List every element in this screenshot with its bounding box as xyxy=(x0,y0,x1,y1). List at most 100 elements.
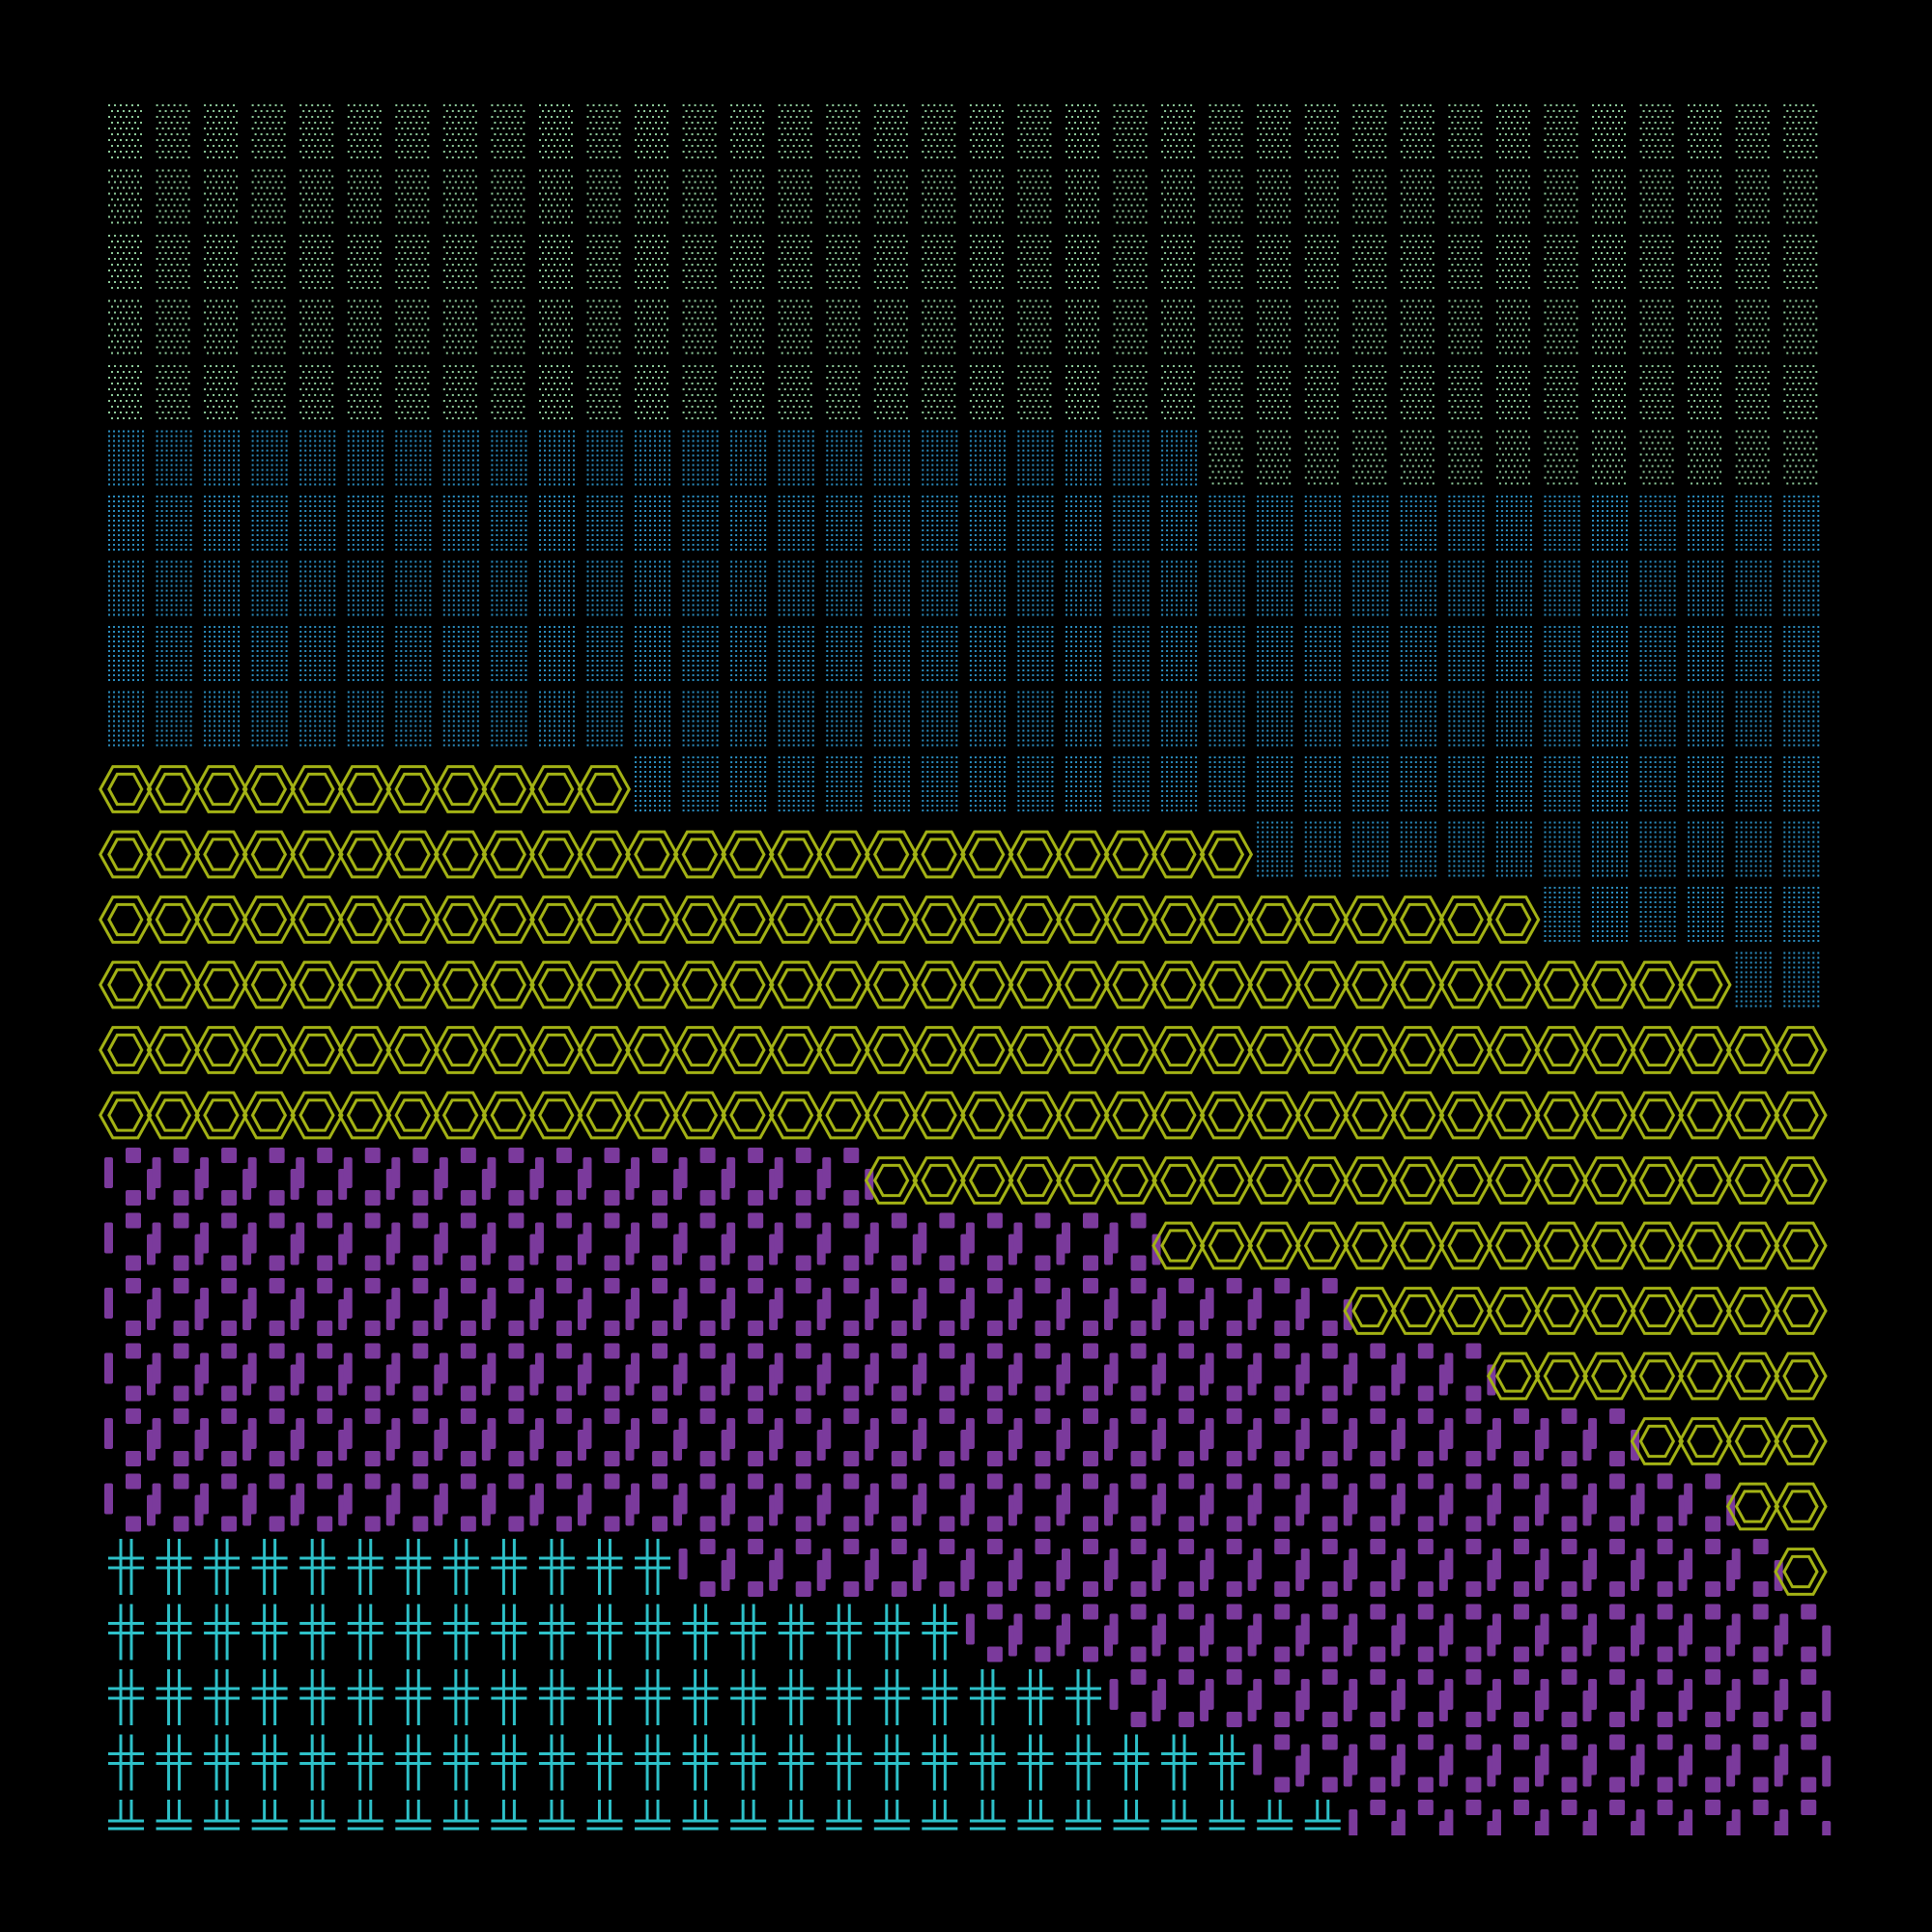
mint-dot-tile xyxy=(1448,104,1483,158)
mint-dot-tile xyxy=(730,365,765,419)
mint-dot-tile xyxy=(1257,169,1292,224)
mint-dot-tile xyxy=(491,104,526,158)
mint-dot-tile xyxy=(969,235,1004,289)
mint-dot-tile xyxy=(730,104,765,158)
mint-dot-tile xyxy=(108,169,142,224)
mint-dot-tile xyxy=(1639,169,1674,224)
mint-dot-tile xyxy=(682,104,717,158)
mint-dot-tile xyxy=(1113,235,1148,289)
mint-dot-tile xyxy=(251,169,286,224)
mint-dot-tile xyxy=(969,299,1004,355)
mint-dot-tile xyxy=(108,299,142,355)
mint-dot-tile xyxy=(1352,169,1387,224)
mint-dot-tile xyxy=(1208,169,1243,224)
mint-dot-tile xyxy=(299,299,334,355)
mint-dot-tile xyxy=(778,104,812,158)
mint-dot-tile xyxy=(156,299,190,355)
mint-dot-tile xyxy=(204,235,239,289)
mint-dot-tile xyxy=(108,104,142,158)
mint-dot-tile xyxy=(969,104,1004,158)
mint-dot-tile xyxy=(1257,299,1292,355)
mint-dot-tile xyxy=(1688,169,1722,224)
mint-dot-tile xyxy=(635,299,668,355)
mint-dot-tile xyxy=(251,235,286,289)
mint-dot-tile xyxy=(539,104,573,158)
mint-dot-tile xyxy=(1017,235,1052,289)
mint-dot-tile xyxy=(1161,169,1196,224)
mint-dot-tile xyxy=(586,365,621,419)
mint-dot-tile xyxy=(539,299,573,355)
mint-dot-tile xyxy=(442,365,477,419)
mint-dot-tile xyxy=(1257,104,1292,158)
mint-dot-tile xyxy=(586,104,621,158)
mint-dot-tile xyxy=(873,104,908,158)
mint-dot-tile xyxy=(969,169,1004,224)
mint-dot-tile xyxy=(442,104,477,158)
mint-dot-tile xyxy=(539,169,573,224)
mint-dot-tile xyxy=(1352,299,1387,355)
mint-dot-tile xyxy=(682,365,717,419)
mint-dot-tile xyxy=(1783,299,1818,355)
mint-dot-tile xyxy=(1783,169,1818,224)
mint-dot-tile xyxy=(1544,235,1578,289)
mint-dot-tile xyxy=(1304,169,1339,224)
mint-dot-tile xyxy=(1735,299,1770,355)
mint-dot-tile xyxy=(682,169,717,224)
mint-dot-tile xyxy=(778,365,812,419)
mint-dot-tile xyxy=(1113,104,1148,158)
mint-dot-tile xyxy=(1113,169,1148,224)
mint-dot-tile xyxy=(1592,104,1626,158)
mint-dot-tile xyxy=(1257,235,1292,289)
mint-dot-tile xyxy=(539,365,573,419)
mint-dot-tile xyxy=(1592,299,1626,355)
mint-dot-tile xyxy=(1495,169,1530,224)
mint-dot-tile xyxy=(1304,235,1339,289)
mint-dot-tile xyxy=(1400,169,1435,224)
mint-dot-tile xyxy=(1735,104,1770,158)
mint-dot-tile xyxy=(826,365,861,419)
mint-dot-tile xyxy=(1352,104,1387,158)
mint-dot-tile xyxy=(1688,299,1722,355)
mint-dot-tile xyxy=(1208,104,1243,158)
mint-dot-tile xyxy=(1113,299,1148,355)
mint-dot-tile xyxy=(778,169,812,224)
mint-dot-tile xyxy=(826,299,861,355)
mint-dot-tile xyxy=(204,169,239,224)
mint-dot-tile xyxy=(1448,235,1483,289)
mint-dot-tile xyxy=(491,169,526,224)
mint-dot-tile xyxy=(1688,235,1722,289)
mint-dot-tile xyxy=(1304,104,1339,158)
mint-dot-tile xyxy=(1783,235,1818,289)
mint-dot-tile xyxy=(204,365,239,419)
mint-dot-tile xyxy=(299,365,334,419)
mint-dot-tile xyxy=(156,104,190,158)
mint-dot-tile xyxy=(1161,104,1196,158)
mint-dot-tile xyxy=(586,169,621,224)
mint-dot-tile xyxy=(1495,104,1530,158)
mint-dot-tile xyxy=(491,365,526,419)
tile-field xyxy=(99,104,1832,1835)
mint-dot-tile xyxy=(635,169,668,224)
mint-dot-tile xyxy=(635,104,668,158)
mint-dot-tile xyxy=(1208,235,1243,289)
mint-dot-tile xyxy=(778,235,812,289)
mint-dot-tile xyxy=(1592,235,1626,289)
mint-dot-tile xyxy=(1161,299,1196,355)
mint-dot-tile xyxy=(826,169,861,224)
mint-dot-tile xyxy=(204,104,239,158)
mint-dot-tile xyxy=(826,104,861,158)
mint-dot-tile xyxy=(442,235,477,289)
mint-dot-tile xyxy=(251,299,286,355)
mint-dot-tile xyxy=(682,299,717,355)
mint-dot-tile xyxy=(299,235,334,289)
mint-dot-tile xyxy=(251,365,286,419)
mint-dot-tile xyxy=(1783,104,1818,158)
mint-dot-tile xyxy=(1735,235,1770,289)
mint-dot-tile xyxy=(347,235,382,289)
mint-dot-tile xyxy=(922,169,956,224)
mint-dot-tile xyxy=(635,365,668,419)
mint-dot-tile xyxy=(1017,299,1052,355)
mint-dot-tile xyxy=(299,169,334,224)
mint-dot-tile xyxy=(156,235,190,289)
